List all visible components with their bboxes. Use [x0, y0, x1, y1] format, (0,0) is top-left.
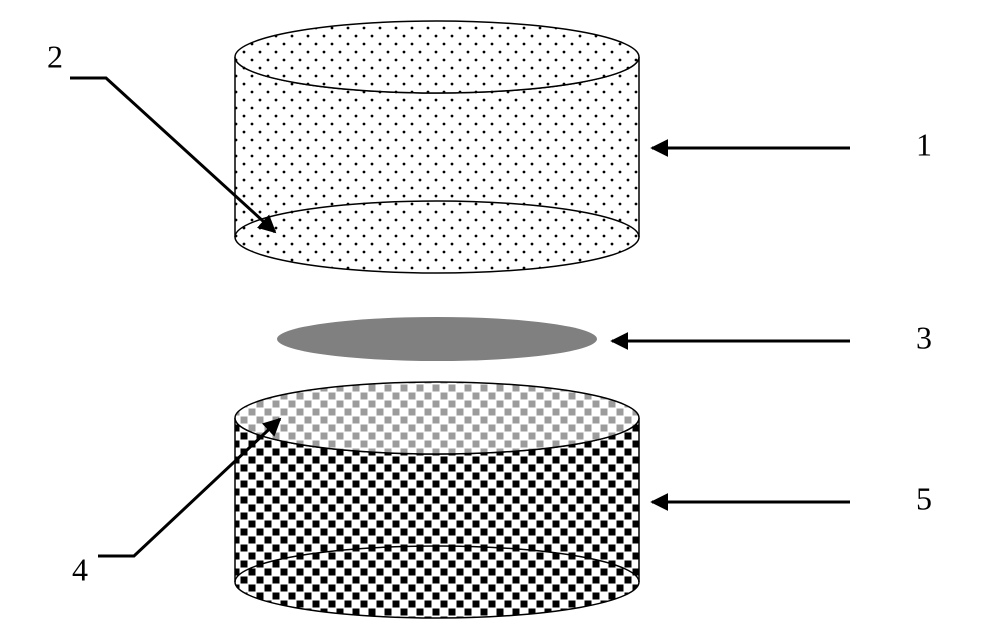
middle-disc	[277, 317, 597, 361]
bottom-cylinder	[235, 382, 639, 618]
top-cylinder	[235, 21, 639, 273]
label-3: 3	[916, 319, 932, 355]
label-2: 2	[47, 38, 63, 74]
label-1: 1	[916, 126, 932, 162]
label-4: 4	[72, 551, 88, 587]
label-5: 5	[916, 480, 932, 516]
diagram-svg: 1 2 3 4 5	[0, 0, 1000, 638]
